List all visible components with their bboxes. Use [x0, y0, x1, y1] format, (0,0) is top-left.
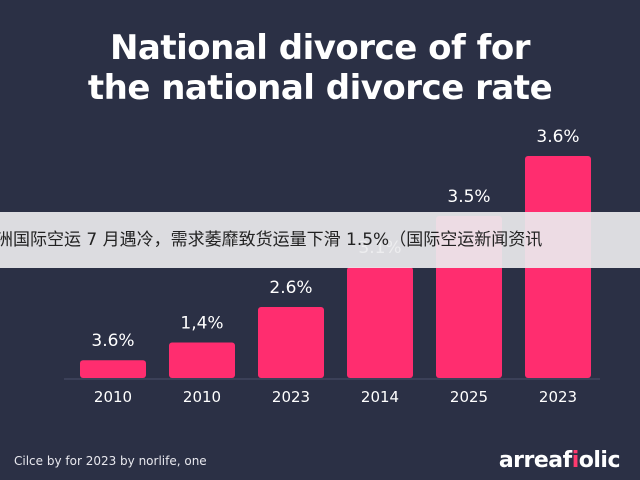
- chart-title: National divorce of for the national div…: [0, 28, 640, 108]
- category-label-4: 2025: [450, 388, 488, 406]
- bar-0: [80, 360, 146, 378]
- bar-3: [347, 267, 413, 378]
- category-label-3: 2014: [361, 388, 399, 406]
- banner-text: 洲国际空运 7 月遇冷，需求萎靡致货运量下滑 1.5%（国际空运新闻资讯: [0, 230, 543, 250]
- brand-logo-end: olic: [578, 448, 621, 473]
- value-label-4: 3.5%: [447, 187, 490, 207]
- brand-logo: arreafiolic: [498, 448, 621, 473]
- bar-2: [258, 306, 324, 378]
- source-note: Cilce by for 2023 by norlife, one: [14, 454, 207, 468]
- chart-title-line-1: National divorce of for: [109, 28, 531, 68]
- value-label-1: 1,4%: [180, 313, 223, 333]
- value-label-2: 2.6%: [269, 278, 312, 298]
- value-label-0: 3.6%: [91, 331, 134, 351]
- brand-logo-accent: i: [571, 448, 580, 473]
- category-label-5: 2023: [539, 388, 577, 406]
- category-label-1: 2010: [183, 388, 221, 406]
- brand-logo-main: arreaf: [498, 448, 572, 473]
- chart-title-line-2: the national divorce rate: [87, 68, 553, 108]
- value-label-5: 3.6%: [536, 127, 579, 147]
- overlay-news-banner: 洲国际空运 7 月遇冷，需求萎靡致货运量下滑 1.5%（国际空运新闻资讯: [0, 212, 640, 268]
- bar-1: [169, 342, 235, 378]
- category-label-2: 2023: [272, 388, 310, 406]
- category-label-0: 2010: [94, 388, 132, 406]
